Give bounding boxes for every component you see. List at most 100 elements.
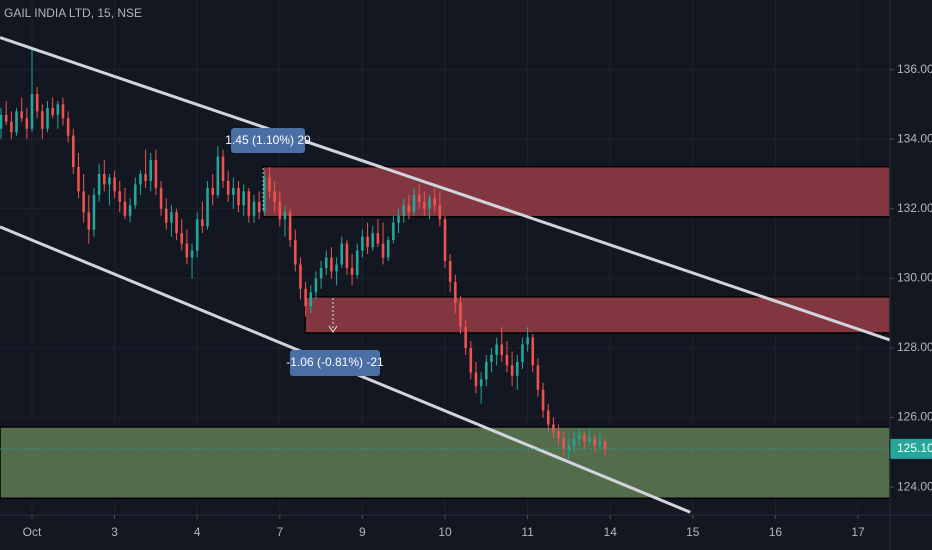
chart-title: GAIL INDIA LTD, 15, NSE xyxy=(4,6,142,20)
candle-body xyxy=(154,160,158,188)
candle-body xyxy=(118,191,122,202)
y-tick-label: 128.00 xyxy=(897,340,932,354)
candle-body xyxy=(237,187,240,206)
candle-body xyxy=(4,114,8,122)
candle-body xyxy=(180,233,184,244)
candle-body xyxy=(15,111,18,133)
candle-body xyxy=(593,438,597,446)
candle-body xyxy=(459,302,462,328)
candle-body xyxy=(35,93,39,112)
candle-body xyxy=(577,434,581,439)
candle-body xyxy=(583,434,586,442)
candle-body xyxy=(438,205,442,220)
candle-body xyxy=(474,372,478,387)
measure-label: 1.45 (1.10%) 29 xyxy=(225,133,311,147)
y-tick-label: 130.00 xyxy=(897,271,932,285)
candle-body xyxy=(82,191,85,213)
candle-body xyxy=(350,267,354,275)
candle-body xyxy=(588,438,591,442)
candle-body xyxy=(324,257,328,268)
zone xyxy=(304,296,890,334)
candle-body xyxy=(108,177,111,185)
candle-body xyxy=(304,288,307,307)
candle-body xyxy=(242,191,245,206)
candle-body xyxy=(283,212,287,220)
candle-body xyxy=(603,441,607,449)
last-price-label: 125.10 xyxy=(897,441,932,455)
candle-body xyxy=(133,184,137,206)
measure-arrow xyxy=(328,325,338,333)
x-tick-label: 14 xyxy=(604,525,618,539)
candle-body xyxy=(567,445,571,449)
candle-body xyxy=(598,441,602,446)
candle-body xyxy=(433,198,436,206)
candle-body xyxy=(263,177,266,213)
axes: 124.00 126.00 128.00 130.00 132.00 134.00 136.… xyxy=(23,62,932,539)
candle-body xyxy=(206,187,209,227)
candle-body xyxy=(97,173,101,195)
candle-body xyxy=(10,121,13,133)
x-tick-label: 3 xyxy=(111,525,118,539)
candle-body xyxy=(546,410,550,425)
trendline xyxy=(0,36,890,342)
candle-body xyxy=(335,264,338,272)
candle-body xyxy=(500,344,504,355)
candle-body xyxy=(247,191,251,216)
x-tick-label: 17 xyxy=(851,525,865,539)
candle-body xyxy=(226,180,230,195)
candle-body xyxy=(314,278,318,293)
measure-label: -1.06 (-0.81%) -21 xyxy=(286,355,384,369)
candle-body xyxy=(195,219,199,251)
candle-body xyxy=(309,292,313,307)
candle-body xyxy=(572,438,576,446)
candle-body xyxy=(448,260,452,282)
candle-body xyxy=(61,104,65,119)
zone xyxy=(262,165,890,218)
candle-body xyxy=(257,201,261,213)
candle-body xyxy=(41,111,44,129)
candle-body xyxy=(164,208,168,223)
candle-body xyxy=(443,219,447,261)
candle-body xyxy=(278,201,282,220)
zone xyxy=(0,426,890,500)
candle-body xyxy=(541,389,545,411)
y-tick-label: 126.00 xyxy=(897,410,932,424)
candle-body xyxy=(515,361,519,376)
candle-body xyxy=(288,212,292,241)
candle-body xyxy=(128,205,132,216)
candle-body xyxy=(92,194,96,230)
x-tick-label: Oct xyxy=(23,525,42,539)
candle-body xyxy=(562,438,566,449)
candle-body xyxy=(299,264,302,289)
candle-body xyxy=(190,250,194,258)
candle-body xyxy=(25,118,29,129)
candle-body xyxy=(412,194,416,213)
candle-body xyxy=(72,135,75,168)
candle-body xyxy=(386,240,390,258)
candle-body xyxy=(340,243,344,265)
candle-body xyxy=(397,215,400,223)
candle-body xyxy=(531,337,535,366)
candle-body xyxy=(273,191,276,202)
x-tick-label: 11 xyxy=(521,525,534,539)
candle-body xyxy=(485,361,488,380)
x-tick-label: 9 xyxy=(359,525,366,539)
candle-body xyxy=(46,107,49,129)
x-tick-label: 16 xyxy=(769,525,783,539)
candle-body xyxy=(371,233,375,248)
y-tick-label: 132.00 xyxy=(897,201,932,215)
measure-box xyxy=(290,350,380,376)
candle-body xyxy=(454,281,457,303)
candle-body xyxy=(510,365,514,376)
candle-body xyxy=(392,222,395,241)
candle-body xyxy=(0,114,3,129)
candle-body xyxy=(521,344,524,362)
candle-body xyxy=(77,167,80,192)
candle-body xyxy=(159,187,163,209)
y-tick-label: 124.00 xyxy=(897,479,932,493)
candles xyxy=(0,48,607,460)
candle-body xyxy=(139,173,142,185)
zones xyxy=(0,165,890,500)
measure-box xyxy=(231,128,305,153)
